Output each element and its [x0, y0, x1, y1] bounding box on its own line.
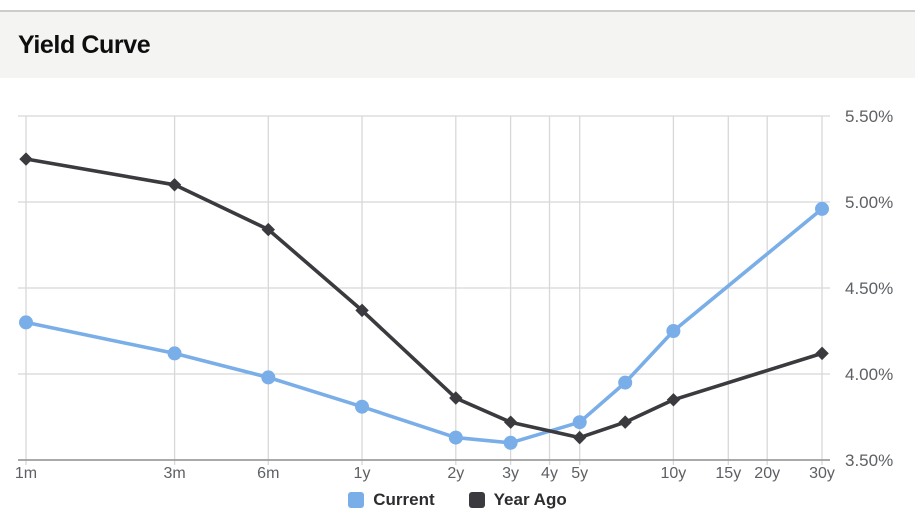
chart-area: 1m 3m 6m 1y 2y 3y 4y 5y 10y 15y 20y 30y 5.50% 5.00% 4.… — [0, 78, 915, 520]
data-point-year-ago-30y[interactable] — [815, 346, 829, 361]
data-point-current-30y[interactable] — [815, 201, 829, 216]
y-axis-label: 5.00% — [845, 193, 893, 212]
data-point-current-6m[interactable] — [261, 370, 276, 385]
x-axis-label: 3y — [502, 465, 519, 482]
x-axis-label: 5y — [571, 465, 588, 482]
x-axis-label: 20y — [754, 465, 780, 482]
data-point-current-7y[interactable] — [618, 375, 633, 390]
top-divider — [0, 0, 915, 12]
legend-item-current: Current — [348, 490, 435, 510]
series-line-current — [25, 207, 824, 445]
legend-swatch-year-ago — [468, 492, 485, 508]
data-point-year-ago-10y[interactable] — [666, 393, 681, 407]
x-axis-label: 3m — [163, 465, 185, 482]
data-point-current-3y[interactable] — [503, 435, 518, 450]
yield-curve-chart: 1m 3m 6m 1y 2y 3y 4y 5y 10y 15y 20y 30y 5.50% 5.00% 4.… — [15, 107, 893, 482]
data-point-year-ago-1m[interactable] — [19, 152, 33, 166]
y-axis-label: 4.50% — [845, 279, 893, 298]
y-axis-label: 4.00% — [845, 365, 893, 384]
data-point-current-2y[interactable] — [448, 430, 463, 445]
data-point-year-ago-3y[interactable] — [503, 415, 518, 429]
legend-label-current: Current — [373, 490, 435, 509]
y-axis-label: 5.50% — [845, 107, 893, 126]
data-point-year-ago-1y[interactable] — [355, 303, 369, 318]
data-point-year-ago-3m[interactable] — [167, 178, 182, 192]
x-axis-label: 4y — [541, 465, 558, 482]
series-line-year-ago — [25, 157, 823, 440]
y-axis-label: 3.50% — [845, 451, 893, 470]
x-axis-label: 15y — [715, 465, 741, 482]
chart-title: Yield Curve — [18, 30, 151, 59]
x-axis-label: 6m — [257, 465, 279, 482]
chart-header: Yield Curve — [0, 12, 915, 78]
x-axis-label: 10y — [661, 465, 687, 482]
x-axis-label: 1y — [354, 465, 371, 482]
legend-item-year-ago: Year Ago — [468, 490, 567, 510]
legend-swatch-current — [348, 492, 365, 508]
x-axis-label: 30y — [809, 465, 835, 482]
data-point-year-ago-5y[interactable] — [572, 430, 587, 445]
data-point-current-1y[interactable] — [355, 399, 369, 414]
legend-label-year-ago: Year Ago — [493, 490, 567, 509]
data-point-current-3m[interactable] — [167, 346, 182, 361]
data-point-year-ago-2y[interactable] — [449, 391, 463, 405]
data-point-current-10y[interactable] — [666, 324, 681, 338]
data-point-year-ago-7y[interactable] — [618, 415, 632, 429]
chart-legend: Current Year Ago — [0, 490, 915, 510]
data-point-year-ago-6m[interactable] — [261, 222, 276, 237]
x-axis-label: 1m — [15, 465, 37, 482]
data-point-current-5y[interactable] — [572, 415, 587, 430]
data-point-current-1m[interactable] — [19, 315, 33, 330]
x-axis-label: 2y — [447, 465, 464, 482]
